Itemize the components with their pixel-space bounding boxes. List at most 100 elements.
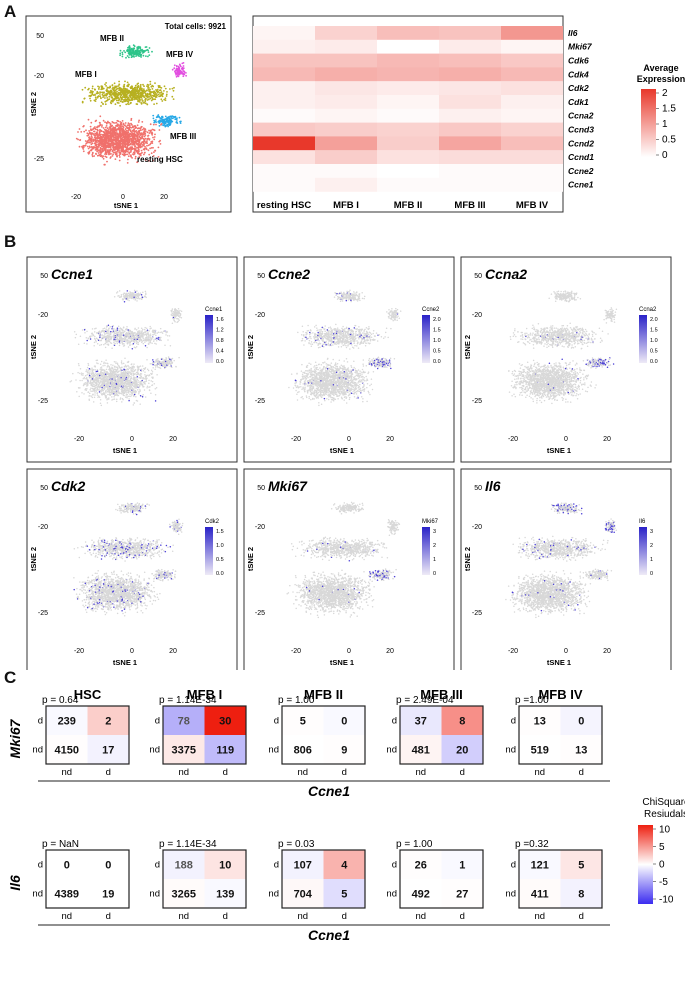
cell-point xyxy=(175,67,178,70)
cell-point xyxy=(130,295,133,297)
cell-point xyxy=(123,89,126,92)
cell-point xyxy=(174,116,177,118)
panel-b-letter: B xyxy=(4,232,17,251)
heatmap-cell xyxy=(377,39,439,54)
cell-point xyxy=(87,337,89,339)
cell-point xyxy=(130,363,133,366)
cell-point xyxy=(97,95,100,97)
cell-point xyxy=(122,92,125,95)
cell-point xyxy=(80,372,83,374)
cell-point xyxy=(136,88,139,91)
cell-point xyxy=(126,136,129,139)
cell-point xyxy=(123,330,126,333)
cell-point xyxy=(96,92,98,95)
cell-point xyxy=(92,401,95,403)
cell-point xyxy=(118,128,120,131)
cell-point xyxy=(135,147,138,149)
cell-point xyxy=(87,151,90,154)
cell-point xyxy=(123,292,126,295)
cell-point xyxy=(150,373,153,375)
cell-point xyxy=(118,336,120,338)
cell-point xyxy=(137,341,139,344)
cell-point xyxy=(185,74,188,77)
cell-point xyxy=(127,346,130,348)
cell-point xyxy=(134,126,137,129)
cell-point xyxy=(96,147,99,150)
cell-point xyxy=(115,129,118,132)
cell-point xyxy=(106,331,108,333)
cell-point xyxy=(83,97,86,100)
cell-point xyxy=(100,373,103,376)
cell-point xyxy=(166,118,169,121)
cell-point xyxy=(136,124,139,127)
cell-point xyxy=(104,346,107,349)
cell-point xyxy=(97,88,100,90)
cell-point xyxy=(159,327,162,330)
cell-point xyxy=(132,91,135,94)
cell-point xyxy=(156,94,158,97)
cell-point xyxy=(145,296,147,299)
cell-point xyxy=(167,363,169,366)
cell-point xyxy=(142,291,144,293)
cell-point xyxy=(171,68,174,71)
cell-point xyxy=(94,386,97,389)
cell-point xyxy=(173,86,175,89)
cell-point xyxy=(75,379,77,381)
cell-point xyxy=(93,130,95,133)
cell-point xyxy=(175,311,177,314)
cell-point xyxy=(96,392,99,394)
cell-point xyxy=(105,149,107,151)
cell-point xyxy=(140,327,143,330)
cell-point xyxy=(103,91,105,94)
cell-point xyxy=(115,97,118,100)
cell-point xyxy=(107,149,109,151)
cell-point xyxy=(161,95,164,98)
cell-point xyxy=(136,332,139,335)
cell-point xyxy=(142,144,145,147)
heatmap-cell xyxy=(253,67,315,82)
cell-point xyxy=(106,329,109,331)
cell-point xyxy=(118,342,121,345)
cell-point xyxy=(86,385,88,387)
heatmap-cell xyxy=(501,136,563,151)
gene-label: Ccnd2 xyxy=(568,138,594,148)
cell-point xyxy=(153,331,155,333)
cell-point xyxy=(183,70,185,72)
cell-point xyxy=(105,144,107,147)
cell-point xyxy=(81,88,84,91)
panel-c-letter: C xyxy=(4,668,17,687)
cell-point xyxy=(162,330,165,333)
cell-point xyxy=(92,90,94,93)
cell-point xyxy=(178,314,180,317)
cell-point xyxy=(130,151,132,153)
cell-point xyxy=(92,133,95,135)
cell-point xyxy=(114,133,117,135)
cell-point xyxy=(132,297,134,300)
cell-point xyxy=(123,294,125,297)
cell-point xyxy=(88,367,91,370)
cell-point xyxy=(147,51,150,53)
cell-point xyxy=(95,327,97,329)
cell-point xyxy=(89,146,91,149)
cell-point xyxy=(120,339,122,341)
cell-point xyxy=(157,93,160,96)
cell-point xyxy=(84,86,87,89)
cell-point xyxy=(102,155,105,158)
heatmap-cell xyxy=(315,67,377,82)
cell-point xyxy=(99,134,101,137)
cell-point xyxy=(154,82,156,84)
cell-point xyxy=(119,332,121,334)
cell-point xyxy=(149,337,152,339)
cell-point xyxy=(113,149,116,151)
cell-point xyxy=(126,383,128,385)
cell-point xyxy=(135,371,138,374)
cell-point xyxy=(122,298,125,300)
cell-point xyxy=(106,402,109,404)
gene-label: Ccna2 xyxy=(568,111,594,121)
cell-point xyxy=(126,293,128,295)
cell-point xyxy=(108,339,111,341)
cell-point xyxy=(135,391,137,393)
cluster-label-mfb3: MFB III xyxy=(170,132,196,141)
cell-point xyxy=(105,121,108,124)
cell-point xyxy=(105,151,108,153)
